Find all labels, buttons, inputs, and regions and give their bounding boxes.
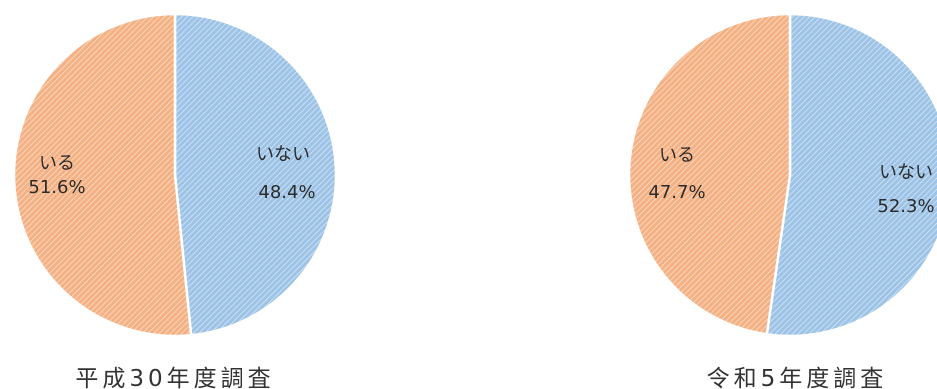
label-h30-inai-name: いない — [256, 144, 310, 165]
label-h30-inai-value: 48.4% — [258, 182, 315, 203]
slice-h30-inai — [173, 12, 338, 337]
pie-chart-r5: いない 52.3% いる 47.7% 令和5年度調査 — [627, 12, 937, 389]
label-r5-iru-name: いる — [659, 145, 695, 166]
label-r5-inai-name: いない — [879, 162, 933, 183]
label-h30-iru-name: いる — [39, 153, 75, 174]
pie-chart-h30: いない 48.4% いる 51.6% 平成30年度調査 — [12, 12, 338, 389]
label-r5-iru-value: 47.7% — [648, 182, 705, 203]
chart-title-r5: 令和5年度調査 — [707, 366, 888, 389]
chart-title-h30: 平成30年度調査 — [75, 366, 274, 389]
slice-r5-inai — [765, 12, 937, 338]
label-h30-iru-value: 51.6% — [28, 177, 85, 198]
label-r5-inai-value: 52.3% — [877, 196, 934, 217]
slice-r5-iru — [627, 12, 792, 336]
slice-h30-iru — [12, 12, 193, 338]
